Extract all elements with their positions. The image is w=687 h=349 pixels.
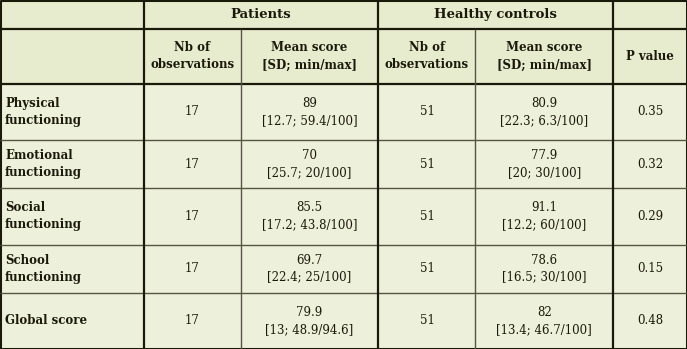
Text: 17: 17 bbox=[185, 210, 199, 223]
Text: 17: 17 bbox=[185, 105, 199, 118]
Bar bbox=[0, 245, 687, 292]
Text: 91.1
[12.2; 60/100]: 91.1 [12.2; 60/100] bbox=[502, 201, 587, 231]
Text: Emotional
functioning: Emotional functioning bbox=[5, 149, 82, 179]
Text: 17: 17 bbox=[185, 262, 199, 275]
Text: 69.7
[22.4; 25/100]: 69.7 [22.4; 25/100] bbox=[267, 253, 352, 283]
Text: 51: 51 bbox=[420, 314, 434, 327]
Text: 51: 51 bbox=[420, 105, 434, 118]
Text: 85.5
[17.2; 43.8/100]: 85.5 [17.2; 43.8/100] bbox=[262, 201, 357, 231]
Text: 78.6
[16.5; 30/100]: 78.6 [16.5; 30/100] bbox=[502, 253, 587, 283]
Text: 89
[12.7; 59.4/100]: 89 [12.7; 59.4/100] bbox=[262, 97, 357, 127]
Text: 17: 17 bbox=[185, 314, 199, 327]
Text: 51: 51 bbox=[420, 157, 434, 171]
Text: Global score: Global score bbox=[5, 314, 87, 327]
Text: Nb of
observations: Nb of observations bbox=[385, 42, 469, 72]
Text: Nb of
observations: Nb of observations bbox=[150, 42, 234, 72]
Bar bbox=[0, 29, 687, 84]
Text: 0.35: 0.35 bbox=[637, 105, 663, 118]
Bar bbox=[0, 188, 687, 245]
Text: 17: 17 bbox=[185, 157, 199, 171]
Text: Mean score
[SD; min/max]: Mean score [SD; min/max] bbox=[262, 42, 357, 72]
Text: 77.9
[20; 30/100]: 77.9 [20; 30/100] bbox=[508, 149, 581, 179]
Text: 80.9
[22.3; 6.3/100]: 80.9 [22.3; 6.3/100] bbox=[500, 97, 589, 127]
Text: 0.32: 0.32 bbox=[637, 157, 663, 171]
Text: Mean score
[SD; min/max]: Mean score [SD; min/max] bbox=[497, 42, 592, 72]
Text: 51: 51 bbox=[420, 210, 434, 223]
Bar bbox=[0, 0, 687, 29]
Text: School
functioning: School functioning bbox=[5, 253, 82, 283]
Text: Physical
functioning: Physical functioning bbox=[5, 97, 82, 127]
Text: P value: P value bbox=[626, 50, 674, 63]
Text: 70
[25.7; 20/100]: 70 [25.7; 20/100] bbox=[267, 149, 352, 179]
Text: 51: 51 bbox=[420, 262, 434, 275]
Bar bbox=[0, 140, 687, 188]
Text: 0.15: 0.15 bbox=[637, 262, 663, 275]
Text: Social
functioning: Social functioning bbox=[5, 201, 82, 231]
Text: Patients: Patients bbox=[231, 8, 291, 21]
Bar bbox=[0, 84, 687, 140]
Text: 82
[13.4; 46.7/100]: 82 [13.4; 46.7/100] bbox=[497, 306, 592, 336]
Text: 79.9
[13; 48.9/94.6]: 79.9 [13; 48.9/94.6] bbox=[265, 306, 354, 336]
Bar bbox=[0, 292, 687, 349]
Text: 0.29: 0.29 bbox=[637, 210, 663, 223]
Text: 0.48: 0.48 bbox=[637, 314, 663, 327]
Text: Healthy controls: Healthy controls bbox=[434, 8, 557, 21]
